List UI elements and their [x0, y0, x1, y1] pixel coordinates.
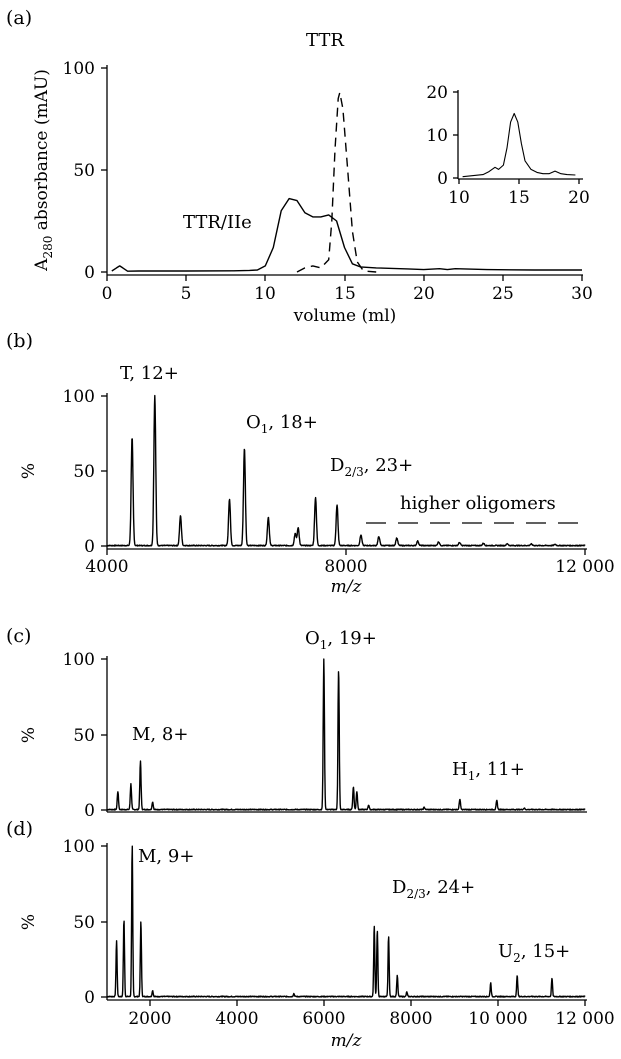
panel-b-annotation-higher-oligomers: higher oligomers: [400, 493, 556, 514]
panel-a-xlabel: volume (ml): [293, 306, 397, 326]
panel-d-xtick-4000: 4000: [215, 1009, 258, 1029]
panel-d: (d) 100 50 0 % 2000 4000 6000 8000 10 00…: [6, 818, 615, 1051]
panel-a-y-axis: 100 50 0 A280 absorbance (mAU): [32, 59, 108, 283]
panel-b-annotation-t-12: T, 12+: [120, 363, 179, 384]
panel-a-annotation-ttr-iie: TTR/IIe: [183, 212, 252, 233]
panel-a-ytick-100: 100: [63, 59, 95, 79]
panel-d-label: (d): [6, 818, 33, 840]
panel-a-inset-ytick-20: 20: [426, 83, 448, 103]
panel-b-ytick-100: 100: [63, 387, 95, 407]
panel-a-xtick-15: 15: [334, 284, 356, 304]
panel-a-inset-xtick-10: 10: [448, 188, 470, 208]
panel-d-xtick-12000: 12 000: [555, 1009, 614, 1029]
panel-d-spectrum: [106, 845, 586, 998]
panel-c-ytick-50: 50: [73, 726, 95, 746]
panel-a-x-axis: 0 5 10 15 20 25 30 volume (ml): [102, 274, 593, 326]
panel-a-ytick-50: 50: [73, 161, 95, 181]
panel-c-spectrum: [106, 658, 586, 811]
panel-c-annotation-h1-11: H1, 11+: [452, 759, 525, 783]
panel-d-xtick-2000: 2000: [128, 1009, 171, 1029]
panel-c-annotation-o1-19: O1, 19+: [305, 628, 377, 652]
panel-b-xtick-4000: 4000: [85, 557, 128, 577]
panel-b-annotation-o1-18: O1, 18+: [246, 412, 318, 436]
panel-a-inset-xtick-15: 15: [508, 188, 530, 208]
panel-c-annotation-m-8: M, 8+: [132, 724, 188, 745]
panel-a-inset-ytick-10: 10: [426, 126, 448, 146]
panel-c-label: (c): [6, 625, 31, 647]
panel-a-inset-ytick-0: 0: [437, 169, 448, 189]
panel-b-ytick-0: 0: [84, 537, 95, 557]
panel-d-ytick-50: 50: [73, 913, 95, 933]
panel-c-ylabel: %: [19, 727, 39, 743]
panel-a-inset-trace: [462, 112, 576, 178]
panel-b-ytick-50: 50: [73, 462, 95, 482]
panel-a-label: (a): [6, 7, 32, 29]
panel-d-xtick-8000: 8000: [389, 1009, 432, 1029]
panel-c-ytick-100: 100: [63, 650, 95, 670]
panel-a-ytick-0: 0: [84, 263, 95, 283]
panel-d-ytick-0: 0: [84, 988, 95, 1008]
panel-b-xlabel: m/z: [331, 577, 363, 597]
panel-b: (b) 100 50 0 % 4000 8000 12 000 m/z T, 1…: [6, 330, 615, 597]
panel-b-spectrum: [106, 394, 586, 547]
panel-c: (c) 100 50 0 % M, 8+ O1, 19+ H1, 11+: [6, 625, 587, 821]
panel-b-annotation-d23-23: D2/3, 23+: [330, 455, 413, 479]
panel-b-label: (b): [6, 330, 33, 352]
panel-a-xtick-5: 5: [181, 284, 192, 304]
panel-a-inset-xtick-20: 20: [568, 188, 590, 208]
panel-a: (a) 100 50 0 A280 absorbance (mAU) 0 5 1…: [6, 7, 593, 326]
panel-d-annotation-u2-15: U2, 15+: [498, 941, 570, 965]
panel-d-annotation-m-9: M, 9+: [138, 846, 194, 867]
panel-d-xtick-10000: 10 000: [468, 1009, 527, 1029]
panel-d-annotation-d23-24: D2/3, 24+: [392, 877, 475, 901]
panel-a-xtick-20: 20: [413, 284, 435, 304]
panel-a-xtick-0: 0: [102, 284, 113, 304]
panel-a-xtick-25: 25: [492, 284, 514, 304]
panel-b-xtick-12000: 12 000: [555, 557, 614, 577]
panel-c-ytick-0: 0: [84, 801, 95, 821]
panel-b-xtick-8000: 8000: [324, 557, 367, 577]
panel-a-inset: 20 10 0 10 15 20: [426, 83, 589, 208]
panel-a-xtick-30: 30: [571, 284, 593, 304]
panel-a-annotation-ttr: TTR: [306, 30, 344, 51]
panel-d-ylabel: %: [19, 914, 39, 930]
panel-a-ylabel: A280 absorbance (mAU): [32, 69, 55, 272]
panel-a-xtick-10: 10: [254, 284, 276, 304]
panel-d-xtick-6000: 6000: [302, 1009, 345, 1029]
panel-d-ytick-100: 100: [63, 837, 95, 857]
panel-b-ylabel: %: [19, 463, 39, 479]
panel-a-trace-ttr: [296, 91, 377, 273]
panel-d-xlabel: m/z: [331, 1031, 363, 1051]
panel-a-trace-ttr-iie: [111, 197, 582, 272]
